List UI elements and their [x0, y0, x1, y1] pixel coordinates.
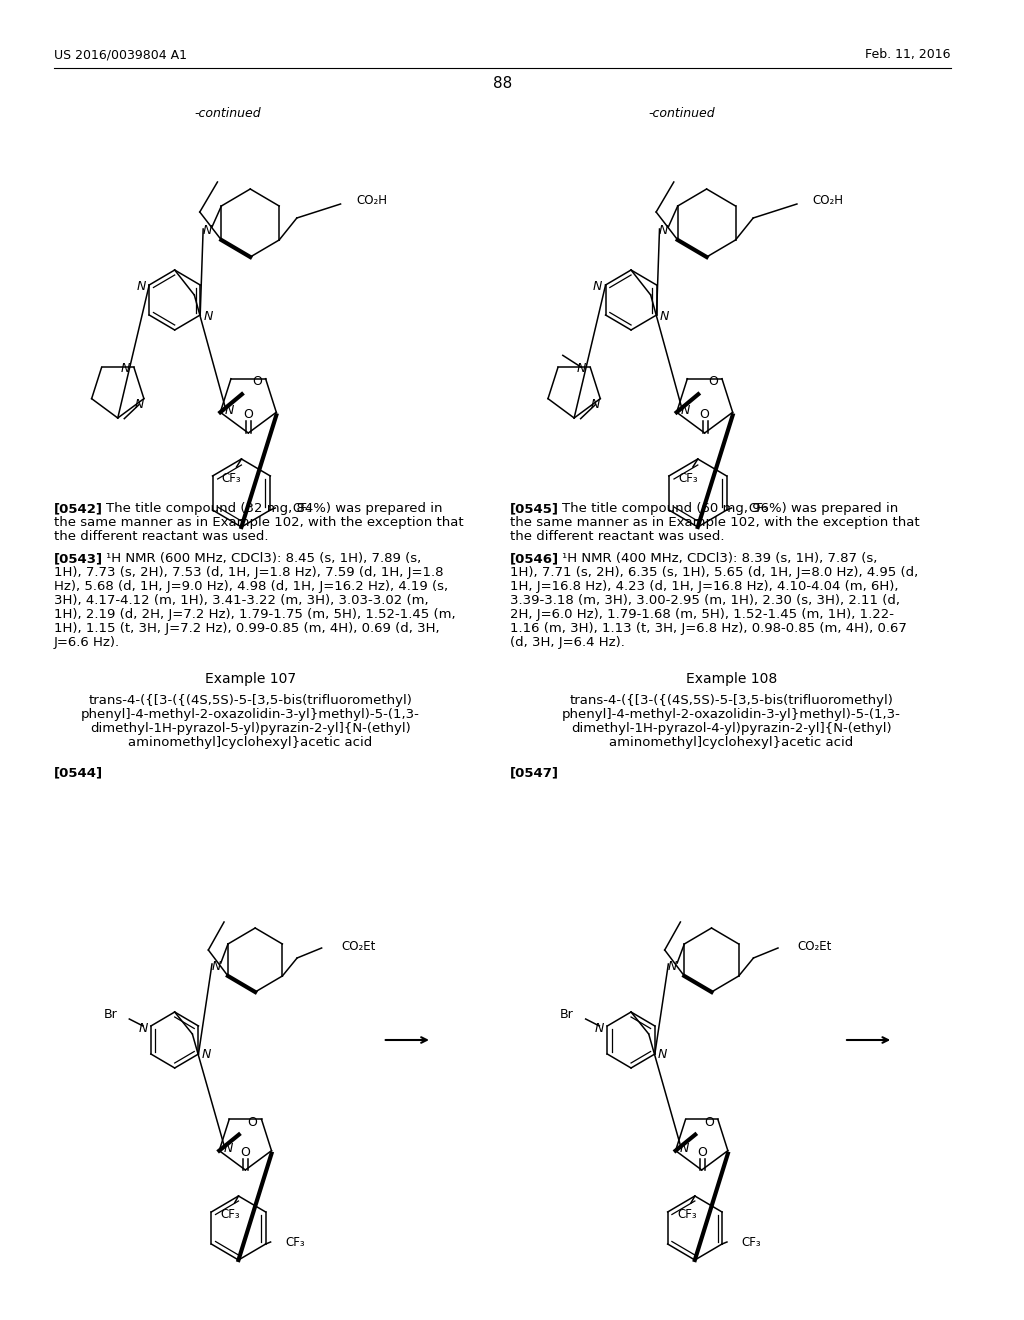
Text: N: N	[591, 399, 600, 411]
Text: CF₃: CF₃	[286, 1236, 305, 1249]
Text: Hz), 5.68 (d, 1H, J=9.0 Hz), 4.98 (d, 1H, J=16.2 Hz), 4.19 (s,: Hz), 5.68 (d, 1H, J=9.0 Hz), 4.98 (d, 1H…	[54, 579, 449, 593]
Text: N: N	[658, 224, 668, 238]
Text: 3H), 4.17-4.12 (m, 1H), 3.41-3.22 (m, 3H), 3.03-3.02 (m,: 3H), 4.17-4.12 (m, 1H), 3.41-3.22 (m, 3H…	[54, 594, 429, 607]
Text: N: N	[138, 1022, 147, 1035]
Text: N: N	[136, 281, 146, 293]
Text: [0544]: [0544]	[54, 766, 103, 779]
Text: N: N	[680, 1142, 689, 1155]
Text: N: N	[203, 224, 212, 238]
Text: 2H, J=6.0 Hz), 1.79-1.68 (m, 5H), 1.52-1.45 (m, 1H), 1.22-: 2H, J=6.0 Hz), 1.79-1.68 (m, 5H), 1.52-1…	[510, 609, 894, 620]
Text: CO₂Et: CO₂Et	[341, 940, 376, 953]
Text: CF₃: CF₃	[749, 502, 768, 515]
Text: N: N	[121, 362, 130, 375]
Text: dimethyl-1H-pyrazol-4-yl)pyrazin-2-yl]{N-(ethyl): dimethyl-1H-pyrazol-4-yl)pyrazin-2-yl]{N…	[570, 722, 892, 735]
Text: Br: Br	[103, 1007, 118, 1020]
Text: aminomethyl]cyclohexyl}acetic acid: aminomethyl]cyclohexyl}acetic acid	[609, 737, 853, 748]
Text: [0542]: [0542]	[54, 502, 103, 515]
Text: 1H), 7.71 (s, 2H), 6.35 (s, 1H), 5.65 (d, 1H, J=8.0 Hz), 4.95 (d,: 1H), 7.71 (s, 2H), 6.35 (s, 1H), 5.65 (d…	[510, 566, 919, 579]
Text: N: N	[593, 281, 602, 293]
Text: trans-4-({[3-({(4S,5S)-5-[3,5-bis(trifluoromethyl): trans-4-({[3-({(4S,5S)-5-[3,5-bis(triflu…	[569, 694, 893, 708]
Text: N: N	[668, 960, 677, 973]
Text: N: N	[202, 1048, 211, 1061]
Text: [0547]: [0547]	[510, 766, 559, 779]
Text: O: O	[699, 408, 710, 421]
Text: N: N	[659, 310, 669, 323]
Text: 1H), 7.73 (s, 2H), 7.53 (d, 1H, J=1.8 Hz), 7.59 (d, 1H, J=1.8: 1H), 7.73 (s, 2H), 7.53 (d, 1H, J=1.8 Hz…	[54, 566, 443, 579]
Text: N: N	[658, 1048, 668, 1061]
Text: Feb. 11, 2016: Feb. 11, 2016	[865, 48, 951, 61]
Text: Br: Br	[560, 1007, 573, 1020]
Text: -continued: -continued	[649, 107, 716, 120]
Text: 1H, J=16.8 Hz), 4.23 (d, 1H, J=16.8 Hz), 4.10-4.04 (m, 6H),: 1H, J=16.8 Hz), 4.23 (d, 1H, J=16.8 Hz),…	[510, 579, 899, 593]
Text: CO₂H: CO₂H	[356, 194, 387, 207]
Text: CO₂H: CO₂H	[813, 194, 844, 207]
Text: O: O	[241, 1147, 250, 1159]
Text: N: N	[577, 362, 586, 375]
Text: CF₃: CF₃	[741, 1236, 761, 1249]
Text: (d, 3H, J=6.4 Hz).: (d, 3H, J=6.4 Hz).	[510, 636, 626, 649]
Text: ¹H NMR (600 MHz, CDCl3): 8.45 (s, 1H), 7.89 (s,: ¹H NMR (600 MHz, CDCl3): 8.45 (s, 1H), 7…	[106, 552, 421, 565]
Text: ¹H NMR (400 MHz, CDCl3): 8.39 (s, 1H), 7.87 (s,: ¹H NMR (400 MHz, CDCl3): 8.39 (s, 1H), 7…	[562, 552, 878, 565]
Text: O: O	[244, 408, 253, 421]
Text: -continued: -continued	[195, 107, 261, 120]
Text: trans-4-({[3-({(4S,5S)-5-[3,5-bis(trifluoromethyl): trans-4-({[3-({(4S,5S)-5-[3,5-bis(triflu…	[88, 694, 413, 708]
Text: The title compound (32 mg, 84%) was prepared in: The title compound (32 mg, 84%) was prep…	[106, 502, 442, 515]
Text: [0545]: [0545]	[510, 502, 559, 515]
Text: CF₃: CF₃	[221, 1208, 241, 1221]
Text: N: N	[595, 1022, 604, 1035]
Text: O: O	[709, 375, 718, 388]
Text: O: O	[705, 1115, 714, 1129]
Text: CF₃: CF₃	[678, 473, 697, 486]
Text: N: N	[223, 1142, 232, 1155]
Text: CF₃: CF₃	[222, 473, 242, 486]
Text: N: N	[211, 960, 220, 973]
Text: O: O	[248, 1115, 258, 1129]
Text: 1.16 (m, 3H), 1.13 (t, 3H, J=6.8 Hz), 0.98-0.85 (m, 4H), 0.67: 1.16 (m, 3H), 1.13 (t, 3H, J=6.8 Hz), 0.…	[510, 622, 907, 635]
Text: 3.39-3.18 (m, 3H), 3.00-2.95 (m, 1H), 2.30 (s, 3H), 2.11 (d,: 3.39-3.18 (m, 3H), 3.00-2.95 (m, 1H), 2.…	[510, 594, 900, 607]
Text: the different reactant was used.: the different reactant was used.	[510, 531, 725, 543]
Text: US 2016/0039804 A1: US 2016/0039804 A1	[54, 48, 187, 61]
Text: Example 108: Example 108	[685, 672, 777, 686]
Text: aminomethyl]cyclohexyl}acetic acid: aminomethyl]cyclohexyl}acetic acid	[128, 737, 373, 748]
Text: N: N	[134, 399, 143, 411]
Text: the same manner as in Example 102, with the exception that: the same manner as in Example 102, with …	[54, 516, 464, 529]
Text: O: O	[252, 375, 262, 388]
Text: phenyl]-4-methyl-2-oxazolidin-3-yl}methyl)-5-(1,3-: phenyl]-4-methyl-2-oxazolidin-3-yl}methy…	[81, 708, 420, 721]
Text: N: N	[204, 310, 213, 323]
Text: [0546]: [0546]	[510, 552, 559, 565]
Text: phenyl]-4-methyl-2-oxazolidin-3-yl}methyl)-5-(1,3-: phenyl]-4-methyl-2-oxazolidin-3-yl}methy…	[562, 708, 900, 721]
Text: the same manner as in Example 102, with the exception that: the same manner as in Example 102, with …	[510, 516, 920, 529]
Text: CF₃: CF₃	[292, 502, 311, 515]
Text: N: N	[224, 404, 233, 417]
Text: the different reactant was used.: the different reactant was used.	[54, 531, 268, 543]
Text: CO₂Et: CO₂Et	[798, 940, 831, 953]
Text: J=6.6 Hz).: J=6.6 Hz).	[54, 636, 120, 649]
Text: [0543]: [0543]	[54, 552, 103, 565]
Text: CF₃: CF₃	[677, 1208, 696, 1221]
Text: N: N	[681, 404, 690, 417]
Text: dimethyl-1H-pyrazol-5-yl)pyrazin-2-yl]{N-(ethyl): dimethyl-1H-pyrazol-5-yl)pyrazin-2-yl]{N…	[90, 722, 411, 735]
Text: 1H), 2.19 (d, 2H, J=7.2 Hz), 1.79-1.75 (m, 5H), 1.52-1.45 (m,: 1H), 2.19 (d, 2H, J=7.2 Hz), 1.79-1.75 (…	[54, 609, 456, 620]
Text: Example 107: Example 107	[205, 672, 296, 686]
Text: O: O	[696, 1147, 707, 1159]
Text: 1H), 1.15 (t, 3H, J=7.2 Hz), 0.99-0.85 (m, 4H), 0.69 (d, 3H,: 1H), 1.15 (t, 3H, J=7.2 Hz), 0.99-0.85 (…	[54, 622, 439, 635]
Text: 88: 88	[493, 77, 512, 91]
Text: The title compound (60 mg, 96%) was prepared in: The title compound (60 mg, 96%) was prep…	[562, 502, 899, 515]
